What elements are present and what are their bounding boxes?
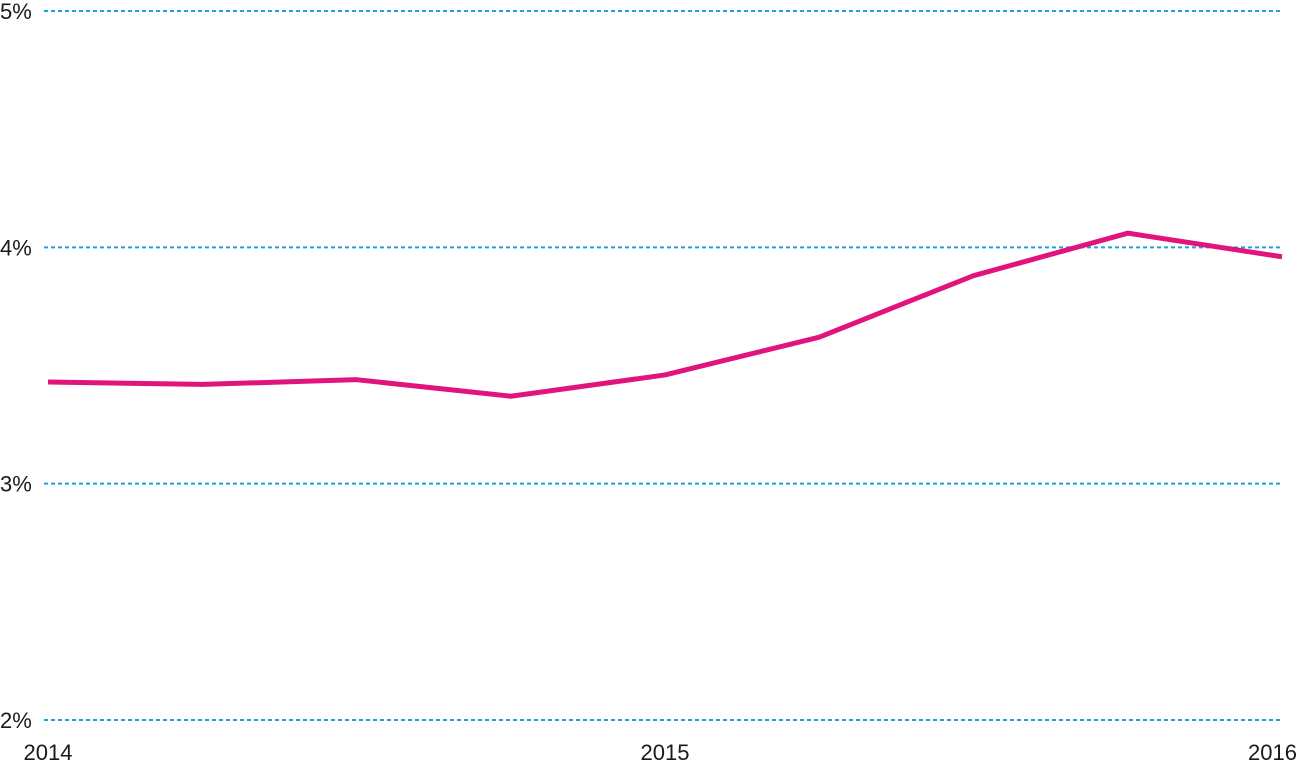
y-tick-label: 3% <box>0 472 32 497</box>
y-tick-label: 5% <box>0 0 32 24</box>
y-tick-label: 4% <box>0 235 32 260</box>
data-line <box>47 230 1283 399</box>
y-tick-label: 2% <box>0 708 32 733</box>
x-tick-label: 2014 <box>24 740 73 765</box>
x-tick-label: 2016 <box>1248 740 1297 765</box>
x-tick-label: 2015 <box>641 740 690 765</box>
